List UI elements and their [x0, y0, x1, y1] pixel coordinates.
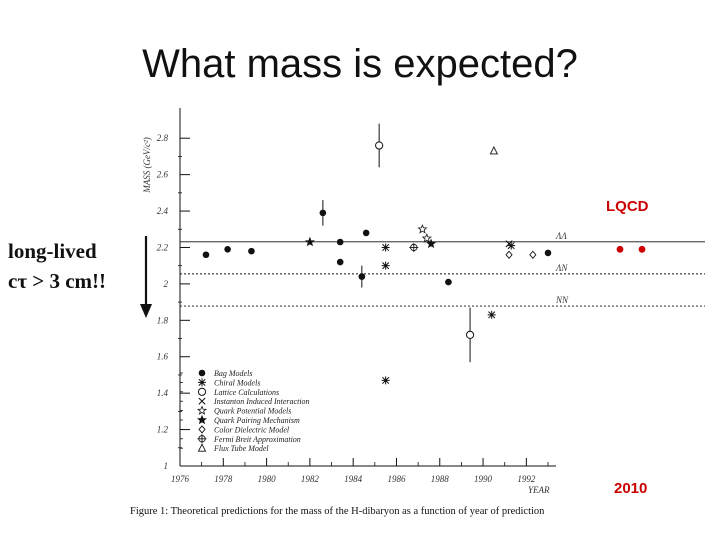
data-point-filled-circle — [445, 278, 452, 286]
data-point-filled-circle — [248, 247, 255, 255]
data-point-open-circle — [375, 141, 384, 150]
legend-marker-filled-star — [196, 414, 208, 425]
data-point-cross — [505, 240, 513, 248]
figure-caption: Figure 1: Theoretical predictions for th… — [130, 506, 545, 517]
x-tick-label: 1988 — [431, 474, 450, 484]
legend-label: Fermi Breit Approximation — [213, 435, 301, 444]
data-point-open-star — [421, 233, 432, 243]
x-tick-label: 1976 — [171, 474, 190, 484]
y-tick-label: 2.6 — [157, 170, 169, 180]
x-tick-label: 1992 — [517, 474, 536, 484]
data-point-filled-circle — [224, 245, 231, 253]
data-point-asterisk — [381, 243, 390, 252]
legend-marker-asterisk — [198, 378, 206, 387]
note-line-1: long-lived — [8, 239, 97, 263]
legend-marker-open-circle — [197, 387, 207, 396]
data-point-diamond — [529, 250, 537, 259]
lqcd-point — [616, 245, 624, 253]
x-axis-label: YEAR — [528, 485, 550, 495]
legend-marker-diamond — [198, 425, 206, 434]
data-point-filled-star — [304, 236, 315, 247]
x-tick-label: 1980 — [258, 474, 277, 484]
reference-line-label: ΛN — [555, 263, 568, 273]
y-tick-label: 1.4 — [157, 388, 169, 398]
reference-lines: ΛΛ ΛN NN — [180, 231, 705, 307]
data-point-asterisk — [381, 376, 390, 385]
x-tick-label: 1984 — [344, 474, 363, 484]
year-2010-label: 2010 — [614, 480, 648, 497]
data-point-filled-circle — [336, 238, 344, 246]
y-tick-label: 1.8 — [157, 315, 169, 325]
legend-label: Quark Potential Models — [214, 407, 291, 416]
data-point-triangle — [489, 145, 499, 155]
lqcd-point — [638, 245, 646, 253]
legend-marker-plus-circle-cross — [197, 434, 207, 444]
legend-marker-filled-circle — [198, 369, 206, 377]
legend-label: Chiral Models — [214, 378, 260, 387]
data-point-open-circle — [465, 330, 475, 339]
data-point-filled-circle — [362, 229, 370, 237]
data-point-filled-star — [426, 238, 437, 249]
down-arrow-icon — [140, 236, 152, 318]
note-line-2: cτ > 3 cm!! — [8, 269, 107, 293]
slide-title: What mass is expected? — [142, 42, 578, 86]
reference-line-label: ΛΛ — [555, 231, 567, 241]
data-point-diamond — [505, 250, 513, 259]
y-tick-label: 1.6 — [157, 352, 169, 362]
data-point-asterisk — [487, 310, 496, 319]
data-point-filled-circle — [319, 209, 327, 217]
legend-marker-open-star — [196, 405, 208, 415]
legend-marker-cross — [198, 397, 206, 405]
data-point-filled-circle — [544, 249, 552, 257]
data-point-filled-circle — [202, 251, 210, 259]
data-point-asterisk — [381, 261, 390, 270]
y-tick-label: 2.4 — [157, 206, 169, 216]
long-lived-note: long-lived cτ > 3 cm!! — [8, 236, 106, 296]
lqcd-points — [616, 245, 646, 253]
y-tick-label: 2 — [164, 279, 169, 289]
y-tick-label: 2.2 — [157, 242, 169, 252]
y-axis-label: MASS (GeV/c²) — [142, 137, 152, 193]
data-point-open-star — [417, 223, 428, 234]
legend-label: Flux Tube Model — [213, 444, 269, 453]
legend-label: Lattice Calculations — [213, 388, 279, 397]
x-tick-label: 1978 — [214, 474, 233, 484]
data-point-plus-circle-cross — [409, 242, 419, 252]
chart-axes: 1 1.2 1.4 1.6 1.8 2 2.2 2.4 2.6 2.8 1976 1978 1980 19… — [142, 108, 556, 495]
y-tick-label: 1 — [164, 461, 169, 471]
reference-line-label: NN — [555, 295, 569, 305]
x-tick-label: 1990 — [474, 474, 493, 484]
y-tick-label: 2.8 — [157, 133, 169, 143]
data-point-filled-circle — [336, 258, 344, 266]
lqcd-label: LQCD — [606, 198, 649, 215]
x-tick-label: 1986 — [387, 474, 406, 484]
legend-marker-triangle — [197, 443, 207, 452]
legend-label: Bag Models — [214, 369, 252, 378]
legend-label: Quark Pairing Mechanism — [214, 416, 300, 425]
legend-label: Color Dielectric Model — [214, 425, 290, 434]
data-points — [202, 123, 552, 385]
x-tick-label: 1982 — [301, 474, 320, 484]
data-point-filled-circle — [358, 273, 366, 280]
legend-label: Instanton Induced Interaction — [213, 397, 310, 406]
y-tick-label: 1.2 — [157, 425, 169, 435]
